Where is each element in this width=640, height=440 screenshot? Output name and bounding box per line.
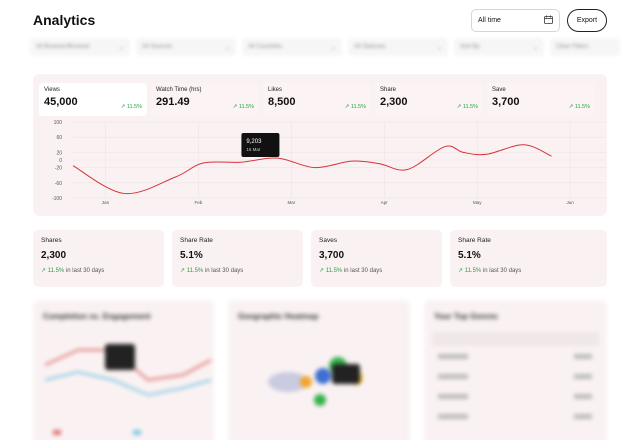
stat-value: 2,300 xyxy=(41,250,67,261)
stat-card-saves: Saves 3,700 ↗ 11.5% in last 30 days xyxy=(311,230,442,287)
views-line-chart[interactable]: 100 60 20 0 -20 -60 -100 Jan Feb Mar Apr May Jun 9,20… xyxy=(33,116,607,210)
stat-change: ↗ 11.5% in last 30 days xyxy=(319,268,383,274)
filter-countries[interactable]: All Countries ⌄ xyxy=(242,38,342,56)
calendar-icon xyxy=(544,15,553,26)
filter-browser[interactable]: All Browser/Browser ⌄ xyxy=(30,38,130,56)
x-tick-label: Jun xyxy=(566,200,574,205)
date-range-value: All time xyxy=(478,17,501,24)
metric-share[interactable]: Share 2,300 ↗ 11.5% xyxy=(375,83,483,116)
chevron-down-icon: ⌄ xyxy=(436,44,442,51)
filter-sources[interactable]: All Sources ⌄ xyxy=(136,38,236,56)
top-genres-panel: Your Top Genres xyxy=(424,300,607,440)
metric-change: ↗ 11.5% xyxy=(120,104,142,110)
stat-label: Share Rate xyxy=(458,237,491,244)
filter-bar: All Browser/Browser ⌄ All Sources ⌄ All Co… xyxy=(30,38,640,58)
views-series-line xyxy=(72,144,552,194)
genres-table xyxy=(432,332,599,419)
tooltip-value: 9,203 xyxy=(246,139,262,145)
x-tick-label: Mar xyxy=(287,200,295,205)
metric-value: 8,500 xyxy=(268,96,296,108)
geographic-heatmap-panel: Geographic Heatmap xyxy=(228,300,410,440)
metric-views[interactable]: Views 45,000 ↗ 11.5% xyxy=(39,83,147,116)
x-tick-label: Jan xyxy=(102,200,110,205)
metric-watch-time[interactable]: Watch Time (hrs) 291.49 ↗ 11.5% xyxy=(151,83,259,116)
stat-change: ↗ 11.5% in last 30 days xyxy=(41,268,105,274)
x-tick-label: May xyxy=(473,200,482,205)
trend-up-icon: ↗ xyxy=(319,268,325,274)
heatmap-map xyxy=(268,357,363,406)
stat-label: Shares xyxy=(41,237,62,244)
filter-statuses[interactable]: All Statuses ⌄ xyxy=(348,38,448,56)
trend-up-icon: ↗ xyxy=(41,268,47,274)
metric-likes[interactable]: Likes 8,500 ↗ 11.5% xyxy=(263,83,371,116)
x-tick-label: Apr xyxy=(381,200,389,205)
panel-title: Geographic Heatmap xyxy=(238,312,319,321)
metric-save[interactable]: Save 3,700 ↗ 11.5% xyxy=(487,83,595,116)
stat-card-share-rate: Share Rate 5.1% ↗ 11.5% in last 30 days xyxy=(172,230,303,287)
overview-card: Views 45,000 ↗ 11.5% Watch Time (hrs) 29… xyxy=(33,74,607,216)
panel-title: Completion vs. Engagement xyxy=(43,312,151,321)
metric-label: Likes xyxy=(268,87,283,93)
metric-value: 291.49 xyxy=(156,96,190,108)
y-tick-label: 0 xyxy=(59,158,62,164)
metric-value: 45,000 xyxy=(44,96,78,108)
stat-value: 5.1% xyxy=(458,250,481,261)
metric-label: Save xyxy=(492,87,506,93)
trend-up-icon: ↗ xyxy=(232,104,238,110)
trend-up-icon: ↗ xyxy=(458,268,464,274)
metric-label: Share xyxy=(380,87,397,93)
metric-label: Views xyxy=(44,87,60,93)
x-tick-label: Feb xyxy=(195,200,203,205)
completion-engagement-panel: Completion vs. Engagement xyxy=(33,300,214,440)
y-tick-label: 100 xyxy=(54,120,63,126)
metric-value: 3,700 xyxy=(492,96,520,108)
stat-label: Share Rate xyxy=(180,237,213,244)
metric-change: ↗ 11.5% xyxy=(344,104,366,110)
chevron-down-icon: ⌄ xyxy=(118,44,124,51)
y-tick-label: -60 xyxy=(55,181,62,187)
metric-label: Watch Time (hrs) xyxy=(156,87,202,93)
trend-up-icon: ↗ xyxy=(180,268,186,274)
filter-sort[interactable]: Sort By ⌄ xyxy=(454,38,544,56)
stat-label: Saves xyxy=(319,237,338,244)
stat-card-shares: Shares 2,300 ↗ 11.5% in last 30 days xyxy=(33,230,164,287)
export-button[interactable]: Export xyxy=(567,9,607,32)
y-tick-label: 20 xyxy=(56,150,62,156)
chevron-down-icon: ⌄ xyxy=(330,44,336,51)
trend-up-icon: ↗ xyxy=(568,104,574,110)
panel-title: Your Top Genres xyxy=(434,312,498,321)
metric-value: 2,300 xyxy=(380,96,408,108)
trend-up-icon: ↗ xyxy=(120,104,126,110)
trend-up-icon: ↗ xyxy=(456,104,462,110)
completion-engagement-chart xyxy=(44,344,212,435)
date-range-select[interactable]: All time xyxy=(471,9,560,32)
clear-filters-button[interactable]: Clear Filters xyxy=(550,38,620,56)
stat-card-share-rate-2: Share Rate 5.1% ↗ 11.5% in last 30 days xyxy=(450,230,607,287)
metric-change: ↗ 11.5% xyxy=(232,104,254,110)
y-tick-label: -20 xyxy=(55,166,62,172)
y-tick-label: 60 xyxy=(56,135,62,141)
stat-value: 5.1% xyxy=(180,250,203,261)
chart-tooltip xyxy=(241,133,280,157)
stat-value: 3,700 xyxy=(319,250,345,261)
y-tick-label: -100 xyxy=(52,196,62,202)
trend-up-icon: ↗ xyxy=(344,104,350,110)
chevron-down-icon: ⌄ xyxy=(532,44,538,51)
stat-change: ↗ 11.5% in last 30 days xyxy=(180,268,244,274)
page-title: Analytics xyxy=(33,12,96,28)
tooltip-date: 15 Mar xyxy=(246,147,261,152)
chevron-down-icon: ⌄ xyxy=(224,44,230,51)
metric-change: ↗ 11.5% xyxy=(456,104,478,110)
metric-change: ↗ 11.5% xyxy=(568,104,590,110)
stat-change: ↗ 11.5% in last 30 days xyxy=(458,268,522,274)
